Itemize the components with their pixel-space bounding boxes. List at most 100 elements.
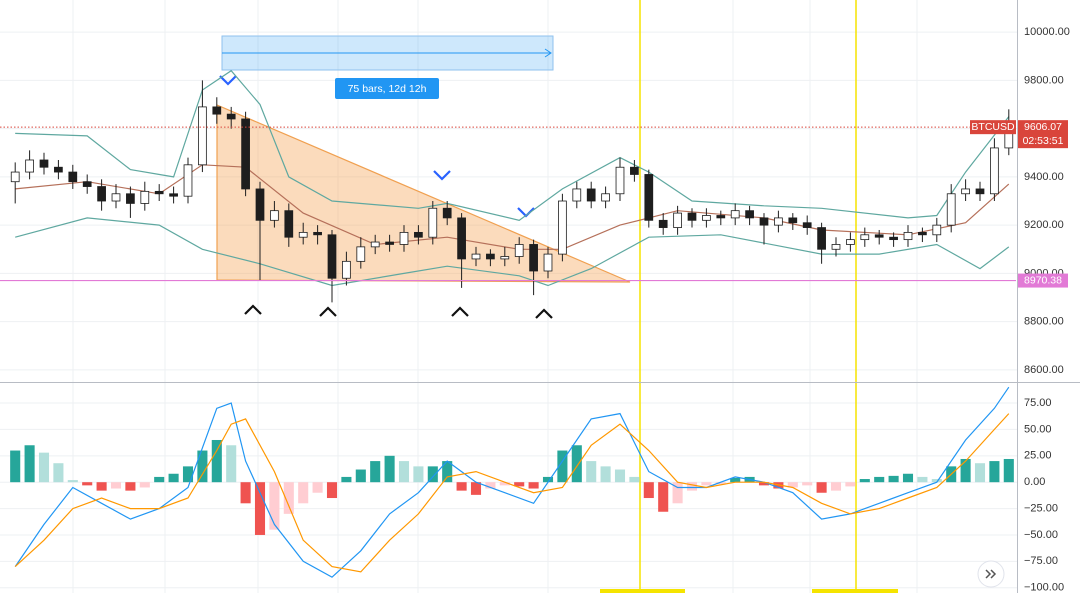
histogram-bar	[456, 482, 467, 491]
histogram-bar	[874, 476, 885, 483]
candle-body	[572, 188, 582, 202]
histogram-bar	[197, 450, 208, 483]
histogram-bar	[442, 461, 453, 483]
time-grid	[72, 0, 918, 593]
histogram-bar	[38, 452, 50, 483]
y-tick-label: 9400.00	[1024, 171, 1064, 183]
histogram-bar	[398, 461, 410, 483]
candle-body	[10, 171, 20, 183]
histogram-bar	[802, 482, 813, 486]
histogram-bar	[53, 463, 64, 483]
candle-body	[428, 207, 438, 238]
histogram-bar	[211, 439, 222, 483]
y-tick-label: −100.00	[1024, 582, 1064, 593]
candle-body	[255, 188, 265, 221]
histogram-bar	[787, 482, 798, 488]
y-tick-label: 25.00	[1024, 450, 1052, 462]
histogram-bar	[110, 482, 122, 489]
range-arrow-head	[544, 48, 552, 58]
candle-body	[270, 210, 279, 221]
candle-body	[500, 256, 510, 260]
histogram-bar	[298, 482, 309, 504]
range-label-text: 75 bars, 12d 12h	[348, 83, 427, 95]
histogram-bar	[845, 482, 856, 487]
macd-panel	[10, 386, 1014, 578]
candle-body	[817, 227, 826, 250]
histogram-bar	[960, 458, 971, 483]
candle-body	[687, 212, 697, 221]
candle-body	[601, 193, 610, 202]
histogram-bar	[326, 482, 338, 499]
histogram-bar	[269, 482, 280, 530]
histogram-bar	[730, 477, 741, 483]
range-label-box	[335, 78, 439, 99]
histogram-bar	[283, 482, 294, 514]
y-tick-label: 9800.00	[1024, 74, 1064, 86]
candle-body	[169, 193, 178, 197]
histogram-bar	[528, 482, 539, 489]
histogram-bar	[542, 476, 554, 483]
histogram-bar	[139, 482, 150, 488]
candle-body	[342, 260, 351, 279]
grid	[0, 31, 1017, 589]
histogram-bar	[82, 482, 93, 486]
candle-body	[140, 190, 150, 204]
histogram-bar	[931, 479, 942, 483]
histogram-bar	[499, 482, 510, 486]
range-marker	[600, 589, 685, 593]
range-label: 75 bars, 12d 12h	[335, 78, 439, 99]
candle-body	[25, 159, 34, 173]
candle-body	[831, 244, 841, 250]
candle-body	[39, 159, 49, 168]
level-tag	[1018, 273, 1068, 288]
candle-body	[673, 212, 682, 228]
histogram-bar	[182, 466, 194, 483]
candle-body	[111, 193, 121, 202]
histogram-bar	[341, 476, 352, 483]
candle-body	[82, 181, 92, 187]
candle-body	[356, 246, 366, 262]
candle-body	[702, 215, 711, 221]
candle-body	[529, 244, 538, 272]
candle-body	[212, 106, 222, 115]
histogram-bar	[485, 482, 496, 489]
histogram-bar	[830, 482, 842, 491]
candle-body	[990, 147, 999, 195]
histogram-bar	[715, 482, 726, 485]
symbol-label: BTCUSD	[971, 121, 1015, 133]
y-tick-label: −75.00	[1024, 555, 1058, 567]
y-tick-label: 0.00	[1024, 476, 1045, 488]
candle-body	[543, 253, 553, 272]
symbol-tag	[970, 120, 1016, 135]
candle-body	[802, 222, 812, 228]
candle-body	[126, 193, 135, 204]
histogram-bar	[672, 482, 683, 504]
candle-body	[486, 253, 495, 260]
histogram-bar	[240, 482, 251, 504]
histogram-bar	[168, 473, 179, 483]
histogram-bar	[10, 450, 21, 483]
histogram-bar	[686, 482, 698, 491]
candle-body	[226, 113, 236, 120]
scroll-button[interactable]	[977, 560, 1005, 588]
candle-body	[745, 210, 754, 219]
histogram-bar	[24, 445, 35, 483]
histogram-bar	[629, 476, 640, 483]
range-marker	[812, 589, 898, 593]
candle-body	[774, 217, 783, 226]
histogram-bar	[67, 480, 78, 483]
y-tick-label: −50.00	[1024, 529, 1058, 541]
y-tick-label: 75.00	[1024, 397, 1052, 409]
candle-body	[284, 210, 294, 238]
candle-body	[759, 217, 769, 226]
histogram-bar	[1003, 458, 1014, 483]
y-tick-label: 10000.00	[1024, 26, 1070, 38]
candle-body	[889, 236, 898, 241]
candle-body	[154, 190, 164, 195]
candle-body	[370, 241, 380, 248]
candle-body	[874, 234, 884, 238]
drawings	[216, 0, 898, 593]
candle-body	[860, 234, 870, 241]
